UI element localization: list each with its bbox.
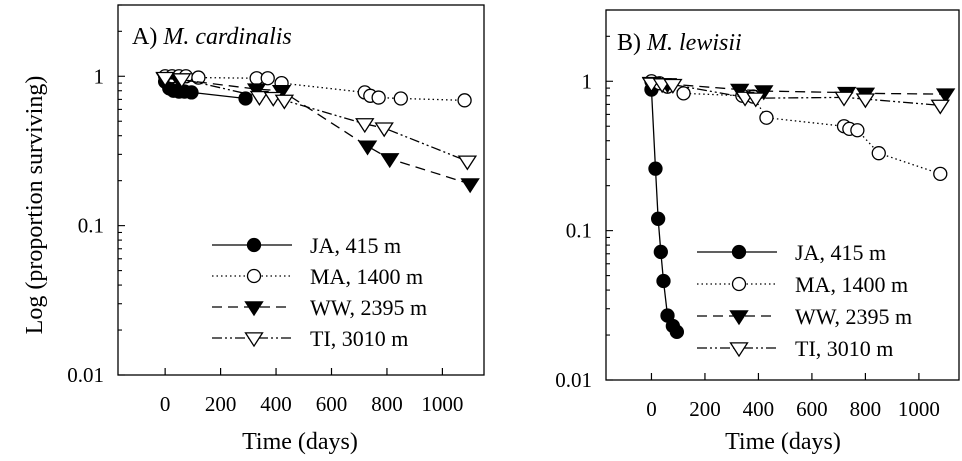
panel-a-series-1-point <box>393 91 408 106</box>
panel-a-x-axis-title: Time (days) <box>242 429 358 455</box>
panel-a-legend-marker-0 <box>246 237 262 253</box>
panel-a: A) M. cardinalis Time (days) 0 200 400 600 8… <box>67 4 485 455</box>
panel-b-series-1-point <box>933 166 948 181</box>
panel-a-series-3-line <box>165 76 468 162</box>
panel-b-series-3-point <box>930 99 950 115</box>
panel-b-x-tick-label: 0 <box>646 397 657 421</box>
panel-b-series-0 <box>644 82 685 340</box>
panel-b-x-tick-label: 400 <box>743 397 775 421</box>
panel-b-series-0-point <box>653 244 668 260</box>
panel-b-legend-label-0: JA, 415 m <box>795 240 886 265</box>
panel-a-species: M. cardinalis <box>162 24 291 50</box>
panel-b-series-1 <box>644 74 948 181</box>
panel-a-series-3-point <box>249 90 270 106</box>
panel-b-x-tick-label: 200 <box>689 397 721 421</box>
panel-b-legend-label-3: TI, 3010 m <box>795 336 893 361</box>
panel-a-series-2-point <box>460 178 480 194</box>
panel-a-x-tick-label: 1000 <box>421 392 463 416</box>
panel-b-plot-frame <box>605 9 960 381</box>
panel-a-series-3-point <box>172 73 192 89</box>
panel-a-x-tick-label: 400 <box>260 392 292 416</box>
panel-b-series-1-point <box>850 123 865 138</box>
panel-b-series-0-point <box>648 161 663 176</box>
panel-a-legend-marker-2 <box>244 301 264 317</box>
panel-a-x-tick-label: 600 <box>316 392 348 416</box>
panel-b-series-3-point <box>834 91 854 107</box>
panel-a-series-0-point <box>238 91 253 106</box>
panel-a-series-3-point <box>457 155 478 171</box>
panel-a-series-3 <box>155 71 478 171</box>
panel-a-series-1-point <box>457 93 472 108</box>
panel-a-title: A) M. cardinalis <box>132 24 292 50</box>
panel-b-x-tick-label: 1000 <box>898 397 940 421</box>
panel-a-series-2-point <box>357 140 378 156</box>
panel-b-series-0-line <box>650 89 678 333</box>
panel-a-y-tick-label: 0.1 <box>78 214 104 238</box>
panel-a-x-tick-label: 0 <box>160 392 171 416</box>
panel-a-x-tick-label: 800 <box>371 392 403 416</box>
panel-a-series-3-point <box>155 71 175 87</box>
panel-a-letter: A) <box>132 24 157 50</box>
panel-a-x-tick-label: 200 <box>205 392 237 416</box>
panel-b-legend-marker-1 <box>731 276 747 292</box>
panel-b-series-0-point <box>669 324 685 340</box>
panel-b-series-2-point <box>935 88 956 104</box>
panel-b-letter: B) <box>617 30 641 56</box>
panel-a-series-3-point <box>274 94 295 110</box>
panel-b-series-3 <box>641 77 950 115</box>
panel-a-legend-marker-3 <box>244 332 264 348</box>
panel-a-legend-label-1: MA, 1400 m <box>310 264 423 289</box>
panel-b-series-3-point <box>663 78 683 94</box>
panel-b-x-tick-label: 800 <box>850 397 882 421</box>
panel-b-series-3-point <box>746 92 766 108</box>
panel-a-series-2 <box>155 72 480 194</box>
panel-b-species: M. lewisii <box>646 30 742 56</box>
panel-a-legend-label-0: JA, 415 m <box>310 233 401 258</box>
panel-b-x-tick-label: 600 <box>796 397 828 421</box>
panel-a-legend-label-2: WW, 2395 m <box>310 295 427 320</box>
panel-b-series-3-point <box>855 93 876 109</box>
panel-a-series-0-point <box>184 85 199 100</box>
panel-a-series-2-point <box>246 83 267 99</box>
panel-b: B) M. lewisii Time (days) 0 200 400 600 800 1… <box>555 9 960 455</box>
panel-a-y-tick-label: 0.01 <box>67 363 104 387</box>
y-axis-title: Log (proportion surviving) <box>22 76 48 335</box>
panel-a-series-1-line <box>165 75 465 101</box>
panel-b-legend-label-2: WW, 2395 m <box>795 304 912 329</box>
panel-b-series-2-point <box>730 83 750 99</box>
panel-b-series-1-line <box>651 80 941 175</box>
panel-a-series-3-point <box>374 122 394 138</box>
panel-b-legend-marker-0 <box>731 244 747 260</box>
panel-b-series-0-point <box>656 273 671 289</box>
panel-b-series-0-point <box>650 211 666 226</box>
panel-a-legend-label-3: TI, 3010 m <box>310 326 408 351</box>
panel-a-series-2-point <box>380 153 400 169</box>
panel-a-series-1 <box>157 69 472 108</box>
panel-b-legend-marker-2 <box>729 310 749 326</box>
panel-b-series-2-line <box>651 81 946 95</box>
panel-a-plot-frame <box>117 4 485 376</box>
panel-a-y-tick-label: 1 <box>94 64 105 88</box>
panel-b-y-tick-label: 0.1 <box>566 219 592 243</box>
panel-a-series-1-point <box>191 70 206 85</box>
panel-a-series-1-point <box>260 71 275 86</box>
panel-b-legend-marker-3 <box>729 342 749 358</box>
panel-a-legend-marker-1 <box>246 268 262 284</box>
panel-b-y-tick-label: 0.01 <box>555 368 592 392</box>
panel-b-y-tick-label: 1 <box>582 69 593 93</box>
panel-b-title: B) M. lewisii <box>617 30 742 56</box>
panel-b-series-1-point <box>871 146 886 161</box>
panel-b-series-1-point <box>759 110 774 125</box>
panel-b-series-1-point <box>676 86 691 101</box>
panel-a-series-3-point <box>355 118 375 134</box>
panel-b-x-axis-title: Time (days) <box>725 429 841 455</box>
panel-a-series-1-point <box>371 90 386 105</box>
panel-b-legend-label-1: MA, 1400 m <box>795 272 908 297</box>
